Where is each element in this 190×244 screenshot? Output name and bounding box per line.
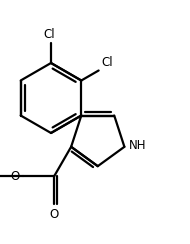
Text: O: O (50, 208, 59, 221)
Text: Cl: Cl (102, 55, 113, 69)
Text: Cl: Cl (43, 28, 55, 41)
Text: NH: NH (129, 139, 146, 152)
Text: O: O (10, 170, 20, 183)
